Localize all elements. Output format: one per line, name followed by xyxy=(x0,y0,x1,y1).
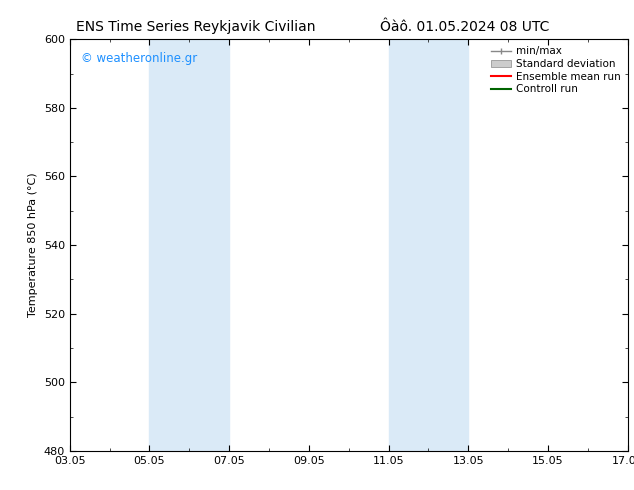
Text: © weatheronline.gr: © weatheronline.gr xyxy=(81,51,197,65)
Text: Ôàô. 01.05.2024 08 UTC: Ôàô. 01.05.2024 08 UTC xyxy=(380,20,550,34)
Bar xyxy=(389,39,469,451)
Bar xyxy=(150,39,229,451)
Legend: min/max, Standard deviation, Ensemble mean run, Controll run: min/max, Standard deviation, Ensemble me… xyxy=(489,45,623,97)
Text: ENS Time Series Reykjavik Civilian: ENS Time Series Reykjavik Civilian xyxy=(76,20,316,34)
Y-axis label: Temperature 850 hPa (°C): Temperature 850 hPa (°C) xyxy=(28,172,38,318)
